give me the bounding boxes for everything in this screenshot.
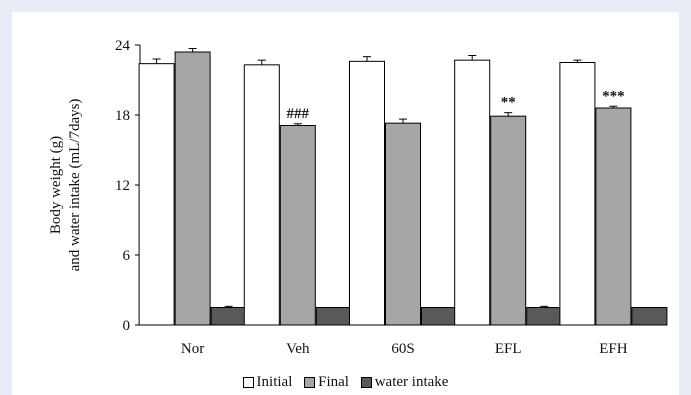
legend-item-final: Final	[304, 374, 349, 391]
bar-final-60s	[385, 122, 421, 326]
x-tick-label: EFL	[495, 341, 522, 357]
y-axis-title-line: and water intake (mL/7days)	[67, 99, 83, 272]
x-tick-label: EFH	[599, 341, 628, 357]
bar-final-efh	[595, 107, 632, 326]
bar-water-intake-60s	[421, 307, 457, 326]
legend-swatch-final	[304, 377, 316, 389]
bar-water-intake-efl	[526, 307, 563, 326]
chart-panel: Body weight (g) and water intake (mL/7day…	[12, 12, 679, 395]
x-tick-labels: Nor Veh 60S EFL EFH	[181, 341, 628, 357]
legend-label-water-intake: water intake	[374, 374, 449, 390]
bar-final-veh	[279, 125, 316, 326]
y-tick-label: 12	[115, 178, 130, 194]
significance-marker: ***	[602, 88, 625, 104]
bar-water-intake-veh	[315, 307, 352, 326]
bar-initial-veh	[243, 64, 280, 326]
x-tick-label: 60S	[391, 341, 414, 357]
bar-chart: Body weight (g) and water intake (mL/7day…	[48, 38, 668, 357]
y-tick-label: 18	[115, 108, 130, 124]
legend-swatch-initial	[242, 377, 254, 389]
legend: Initial Final water intake	[12, 374, 679, 391]
legend-swatch-water-intake	[360, 377, 372, 389]
x-tick-label: Nor	[181, 341, 204, 357]
y-tick-label: 6	[123, 248, 131, 264]
bars-layer: ###** ***	[138, 48, 668, 326]
bar-final-efl	[490, 115, 527, 326]
bar-initial-efl	[454, 59, 491, 326]
y-axis-title-line: Body weight (g)	[48, 136, 64, 234]
y-axis-label: Body weight (g) and water intake (mL/7day…	[48, 99, 83, 272]
bar-water-intake-efh	[631, 307, 668, 326]
bar-initial-efh	[559, 62, 596, 326]
legend-label-final: Final	[318, 374, 349, 390]
bar-initial-60s	[349, 60, 385, 326]
legend-item-water-intake: water intake	[360, 374, 449, 391]
bar-initial-nor	[138, 63, 175, 326]
y-tick-label: 24	[115, 38, 131, 54]
x-tick-label: Veh	[286, 341, 310, 357]
y-tick-label: 0	[123, 318, 131, 334]
legend-label-initial: Initial	[256, 374, 293, 390]
bar-water-intake-nor	[210, 307, 247, 326]
bar-final-nor	[174, 51, 211, 326]
significance-marker: ###	[287, 106, 310, 122]
legend-item-initial: Initial	[242, 374, 293, 391]
significance-marker: **	[501, 95, 516, 111]
